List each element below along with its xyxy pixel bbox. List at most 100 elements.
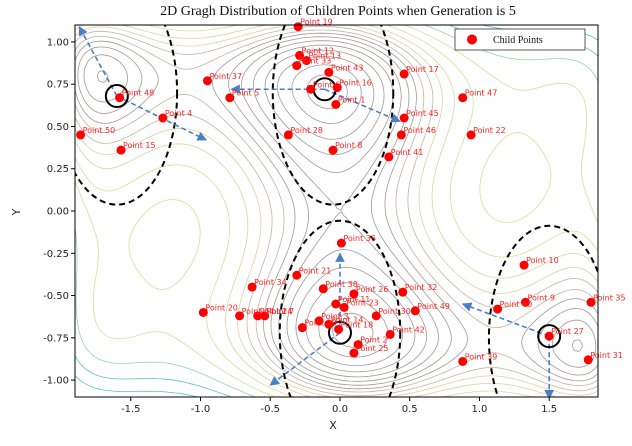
point-label: Point 31 <box>590 351 623 360</box>
child-point <box>520 297 530 307</box>
child-point <box>260 311 270 321</box>
point-label: Point 8 <box>335 141 363 150</box>
direction-arrow <box>324 88 401 123</box>
y-tick-label: -0.75 <box>43 333 69 344</box>
point-label: Point 36 <box>343 234 376 243</box>
y-tick-label: -1.00 <box>43 376 69 387</box>
child-point <box>235 311 245 321</box>
child-point <box>292 61 302 71</box>
x-tick-label: 1.5 <box>541 404 557 415</box>
point-label: Point 17 <box>406 65 439 74</box>
point-label: Point 14 <box>331 315 364 324</box>
center-ring <box>537 324 562 349</box>
point-label: Point 5 <box>232 89 259 98</box>
x-axis-ticks: -1.5 -1.0 -0.5 0.0 0.5 1.0 1.5 <box>121 397 557 415</box>
child-point <box>385 329 395 339</box>
point-label: Point 19 <box>300 18 333 27</box>
point-label: Point 38 <box>325 280 358 289</box>
point-label: Point 9 <box>527 293 555 302</box>
center-ring <box>104 84 129 109</box>
y-tick-label: 0.25 <box>47 164 69 175</box>
child-point <box>334 324 344 334</box>
point-label: Point 21 <box>299 266 332 275</box>
point-label: Point 37 <box>209 72 242 81</box>
point-label: Point 47 <box>465 89 498 98</box>
child-point <box>115 93 125 103</box>
x-tick-label: -1.0 <box>191 404 211 415</box>
point-label: Point 6 <box>313 80 341 89</box>
child-point <box>331 99 341 109</box>
point-label: Point 30 <box>378 307 411 316</box>
point-label: Point 29 <box>304 319 337 328</box>
search-region-circle <box>487 224 598 397</box>
point-label: Point 2 <box>360 336 388 345</box>
child-point <box>225 93 235 103</box>
point-label: Point 12 <box>302 46 335 55</box>
point-label: Point 20 <box>205 303 238 312</box>
child-point <box>398 287 408 297</box>
child-point <box>349 289 359 299</box>
point-label: Point 26 <box>356 285 389 294</box>
contour-level <box>291 64 389 358</box>
search-region-circle <box>75 25 179 206</box>
child-point <box>158 113 168 123</box>
child-point <box>583 355 593 365</box>
point-label: Point 48 <box>122 89 155 98</box>
point-label: Point 50 <box>83 126 116 135</box>
child-point <box>247 282 257 292</box>
child-point <box>493 304 503 314</box>
child-point <box>292 270 302 280</box>
child-point <box>399 69 409 79</box>
x-tick-label: -0.5 <box>260 404 280 415</box>
child-point <box>306 84 316 94</box>
child-point <box>283 130 293 140</box>
child-point <box>349 348 359 358</box>
point-label: Point 33 <box>299 57 332 66</box>
point-label: Point 41 <box>391 148 424 157</box>
contour-level <box>97 44 583 378</box>
y-tick-label: 1.00 <box>47 37 69 48</box>
point-label: Point 49 <box>417 302 450 311</box>
point-label: Point 11 <box>338 295 371 304</box>
point-label: Point 35 <box>593 293 626 302</box>
contour-level <box>75 25 598 397</box>
point-label: Point 27 <box>551 327 584 336</box>
child-point <box>76 130 86 140</box>
child-point <box>399 113 409 123</box>
legend-label: Child Points <box>493 35 543 46</box>
child-point <box>519 260 529 270</box>
point-label: Point 44 <box>242 307 275 316</box>
point-label: Point 25 <box>356 344 389 353</box>
point-label: Point 34 <box>254 278 287 287</box>
child-point <box>253 311 263 321</box>
point-label: Point 45 <box>406 109 439 118</box>
child-point <box>324 319 334 329</box>
child-point <box>314 316 324 326</box>
contour-level <box>75 25 598 397</box>
y-tick-label: -0.25 <box>43 249 69 260</box>
point-label: Point 43 <box>331 63 364 72</box>
y-tick-label: 0.00 <box>47 207 69 218</box>
child-point <box>396 130 406 140</box>
chart-title: 2D Gragh Distribution of Children Points… <box>160 4 516 19</box>
child-point <box>353 340 363 350</box>
point-label: Point 13 <box>309 52 342 61</box>
x-tick-label: 1.0 <box>472 404 488 415</box>
legend: Child Points <box>454 28 586 51</box>
child-point <box>297 323 307 333</box>
x-tick-label: 0.0 <box>332 404 348 415</box>
child-point <box>116 145 126 155</box>
child-point <box>328 145 338 155</box>
point-label: Point 18 <box>341 320 374 329</box>
point-label: Point 32 <box>405 283 438 292</box>
center-ring <box>327 320 352 345</box>
point-label: Point 42 <box>392 325 425 334</box>
child-point <box>295 50 305 60</box>
search-region-circle <box>278 219 402 397</box>
child-point <box>202 76 212 86</box>
point-label: Point 15 <box>123 141 156 150</box>
child-point <box>458 356 468 366</box>
point-label: Point 23 <box>346 298 379 307</box>
child-point <box>332 83 342 93</box>
legend-marker <box>467 34 477 45</box>
